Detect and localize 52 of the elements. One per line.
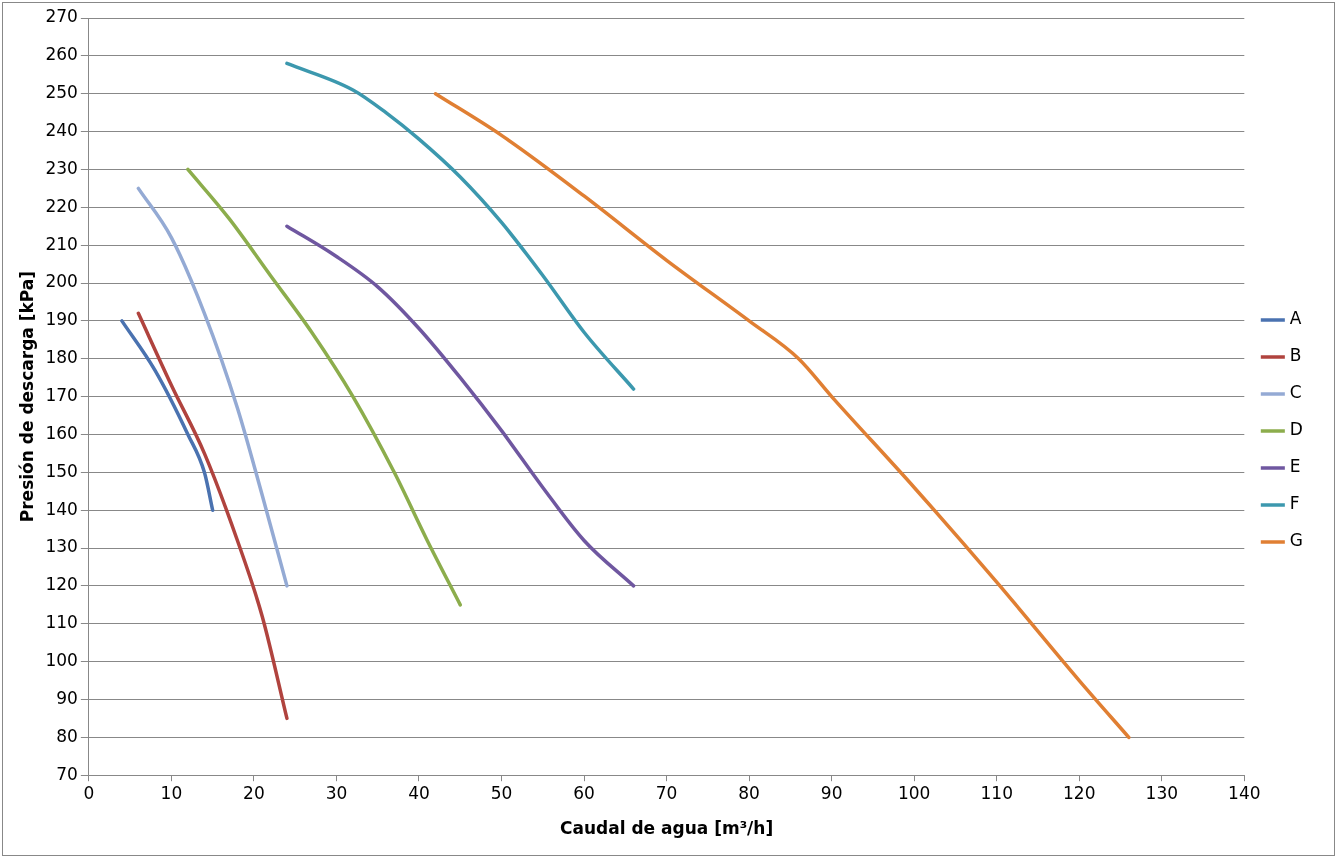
y-tick-label: 170 [45,385,78,406]
y-tick-label: 140 [45,498,78,519]
y-tick-label: 90 [56,687,78,708]
y-tick-label: 130 [45,536,78,557]
legend-label: C [1289,382,1302,403]
line-series [120,319,215,512]
x-tick-label: 60 [573,782,595,803]
y-tick-label: 270 [45,6,78,27]
x-tick-label: 0 [83,782,95,803]
y-tick-label: 240 [45,120,78,140]
line-series [285,61,636,391]
y-tick-label: 100 [45,650,78,671]
x-tick-label: 90 [820,782,843,803]
legend-label: G [1289,530,1304,551]
line-series [136,186,289,588]
line-series [186,167,462,607]
x-tick-label: 130 [1145,782,1179,803]
y-tick-label: 70 [56,763,78,784]
x-tick-label: 40 [408,782,430,803]
x-tick-label: 30 [325,782,348,803]
y-tick-label: 190 [45,309,78,330]
line-series [136,311,289,721]
y-tick-label: 260 [45,44,78,65]
legend-label: D [1289,419,1303,440]
x-tick-label: 10 [160,782,183,803]
y-tick-label: 250 [45,82,78,103]
y-tick-label: 160 [45,422,78,443]
line-series [433,91,1131,740]
y-tick-label: 220 [45,195,78,216]
y-tick-label: 120 [45,574,78,595]
x-axis-title: Caudal de agua [m³/h] [559,818,774,839]
y-tick-label: 230 [45,157,78,178]
line-series [285,224,636,588]
y-tick-label: 150 [45,460,78,481]
x-tick-label: 80 [738,782,760,803]
y-axis-title: Presión de descarga [kPa] [16,270,37,523]
x-tick-label: 120 [1063,782,1096,803]
y-tick-label: 210 [45,233,78,254]
legend-label: E [1289,456,1301,477]
x-tick-label: 110 [980,782,1013,803]
legend-label: A [1289,308,1302,329]
y-tick-label: 80 [56,725,78,746]
x-tick-label: 50 [490,782,513,803]
y-tick-label: 200 [45,271,78,292]
x-tick-label: 70 [655,782,678,803]
y-tick-label: 110 [45,612,78,633]
legend-label: F [1289,493,1300,514]
x-tick-label: 20 [243,782,265,803]
x-tick-label: 100 [897,782,931,803]
legend-label: B [1289,345,1302,366]
x-tick-label: 140 [1228,782,1261,803]
y-tick-label: 180 [45,347,78,368]
